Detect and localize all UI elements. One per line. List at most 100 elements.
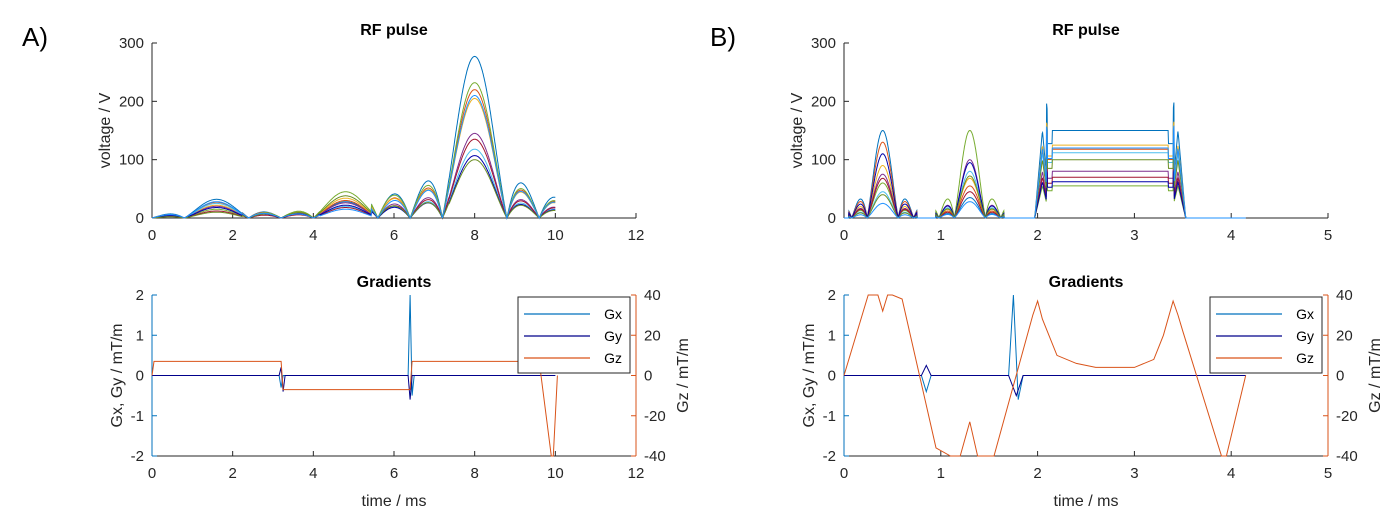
panel-label-a: A) (22, 22, 48, 52)
x-tick-label: 10 (547, 465, 564, 482)
rf-series-ch1 (151, 55, 556, 220)
gradient-series-gx (152, 294, 556, 396)
legend: Gx Gy Gz (1209, 296, 1323, 374)
rf-series-ch9 (844, 140, 1246, 219)
y-right-tick-label: -40 (1336, 448, 1358, 465)
y-tick-label: 100 (811, 152, 836, 169)
rf-series-ch10 (151, 95, 556, 220)
x-axis-label: time / ms (362, 493, 427, 510)
y-right-tick-label: 0 (1336, 368, 1344, 385)
x-tick-label: 1 (937, 465, 945, 482)
rf-series-ch9 (152, 159, 556, 220)
y-right-tick-label: -40 (644, 448, 666, 465)
gradient-series-gy (844, 364, 1246, 398)
y-tick-label: 200 (811, 93, 836, 110)
x-tick-label: 6 (390, 465, 398, 482)
plot-title: Gradients (1049, 274, 1124, 291)
plot-title: Gradients (357, 274, 432, 291)
y-tick-label: -1 (823, 408, 836, 425)
y-tick-label: -2 (131, 448, 144, 465)
y-right-tick-label: 40 (644, 287, 661, 304)
y-axis-right-label: Gz / mT/m (1367, 338, 1384, 413)
legend-label-gx: Gx (604, 306, 622, 322)
y-right-tick-label: 40 (1336, 287, 1353, 304)
gradient-series-gy (152, 367, 556, 400)
y-tick-label: 0 (136, 210, 144, 227)
gradients-plot-b: Gradients 0 1 2 3 4 5 -2 -1 0 1 2 Gx, Gy / mT/m time … (801, 274, 1384, 510)
x-tick-label: 3 (1130, 465, 1138, 482)
plot-title: RF pulse (1052, 22, 1120, 39)
x-tick-label: 5 (1324, 465, 1332, 482)
rf-series-ch7 (152, 138, 556, 220)
y-tick-label: -2 (823, 448, 836, 465)
x-tick-label: 12 (628, 465, 645, 482)
y-right-tick-label: 20 (644, 327, 661, 344)
y-tick-label: 2 (828, 287, 836, 304)
legend-label-gz: Gz (1296, 350, 1314, 366)
x-tick-label: 2 (1033, 227, 1041, 244)
x-tick-label: 6 (390, 227, 398, 244)
y-tick-label: 100 (119, 152, 144, 169)
rf-series-ch5 (151, 82, 556, 220)
y-tick-label: 1 (828, 327, 836, 344)
rf-pulse-plot-a: RF pulse 0 2 4 6 8 10 12 0 100 200 300 voltage / V (97, 22, 644, 244)
x-axis-label: time / ms (1054, 493, 1119, 510)
y-right-tick-label: 0 (644, 368, 652, 385)
y-tick-label: 2 (136, 287, 144, 304)
rf-pulse-plot-b: RF pulse 0 1 2 3 4 5 0 100 200 300 voltage / V (789, 22, 1332, 244)
y-right-tick-label: -20 (1336, 408, 1358, 425)
y-tick-label: 200 (119, 93, 144, 110)
legend-label-gx: Gx (1296, 306, 1314, 322)
y-tick-label: 0 (828, 210, 836, 227)
legend-label-gy: Gy (604, 328, 622, 344)
y-tick-label: 0 (136, 368, 144, 385)
rf-series-ch4 (151, 132, 556, 220)
plot-title: RF pulse (360, 22, 428, 39)
x-tick-label: 0 (840, 227, 848, 244)
y-axis-right-label: Gz / mT/m (675, 338, 692, 413)
y-tick-label: 300 (811, 35, 836, 52)
x-tick-label: 0 (148, 465, 156, 482)
y-tick-label: -1 (131, 408, 144, 425)
x-tick-label: 4 (1227, 465, 1235, 482)
gradient-series-gz (843, 294, 1247, 457)
rf-series-ch1 (844, 102, 1246, 220)
x-tick-label: 10 (547, 227, 564, 244)
rf-series-ch8 (844, 153, 1246, 219)
x-tick-label: 1 (937, 227, 945, 244)
x-tick-label: 8 (470, 227, 478, 244)
x-tick-label: 3 (1130, 227, 1138, 244)
rf-series-ch10 (844, 125, 1246, 219)
x-tick-label: 2 (228, 465, 236, 482)
rf-series-ch6 (151, 148, 556, 220)
y-axis-label: voltage / V (97, 92, 114, 168)
x-tick-label: 4 (309, 465, 317, 482)
legend: Gx Gy Gz (517, 296, 631, 374)
legend-label-gz: Gz (604, 350, 622, 366)
x-tick-label: 12 (628, 227, 645, 244)
panel-label-b: B) (710, 22, 736, 52)
gradient-series-gz (151, 360, 558, 457)
y-tick-label: 300 (119, 35, 144, 52)
y-axis-label: Gx, Gy / mT/m (109, 324, 126, 428)
x-tick-label: 0 (148, 227, 156, 244)
rf-series-ch8 (151, 155, 556, 220)
x-tick-label: 2 (228, 227, 236, 244)
y-right-tick-label: -20 (644, 408, 666, 425)
x-tick-label: 8 (470, 465, 478, 482)
legend-box (517, 296, 631, 374)
x-tick-label: 2 (1033, 465, 1041, 482)
y-tick-label: 0 (828, 368, 836, 385)
rf-series-ch3 (151, 97, 556, 220)
legend-label-gy: Gy (1296, 328, 1314, 344)
x-tick-label: 5 (1324, 227, 1332, 244)
y-tick-label: 1 (136, 327, 144, 344)
x-tick-label: 4 (309, 227, 317, 244)
y-axis-label: Gx, Gy / mT/m (801, 324, 818, 428)
y-right-tick-label: 20 (1336, 327, 1353, 344)
y-axis-label: voltage / V (789, 92, 806, 168)
x-tick-label: 0 (840, 465, 848, 482)
rf-series-ch7 (844, 163, 1246, 220)
